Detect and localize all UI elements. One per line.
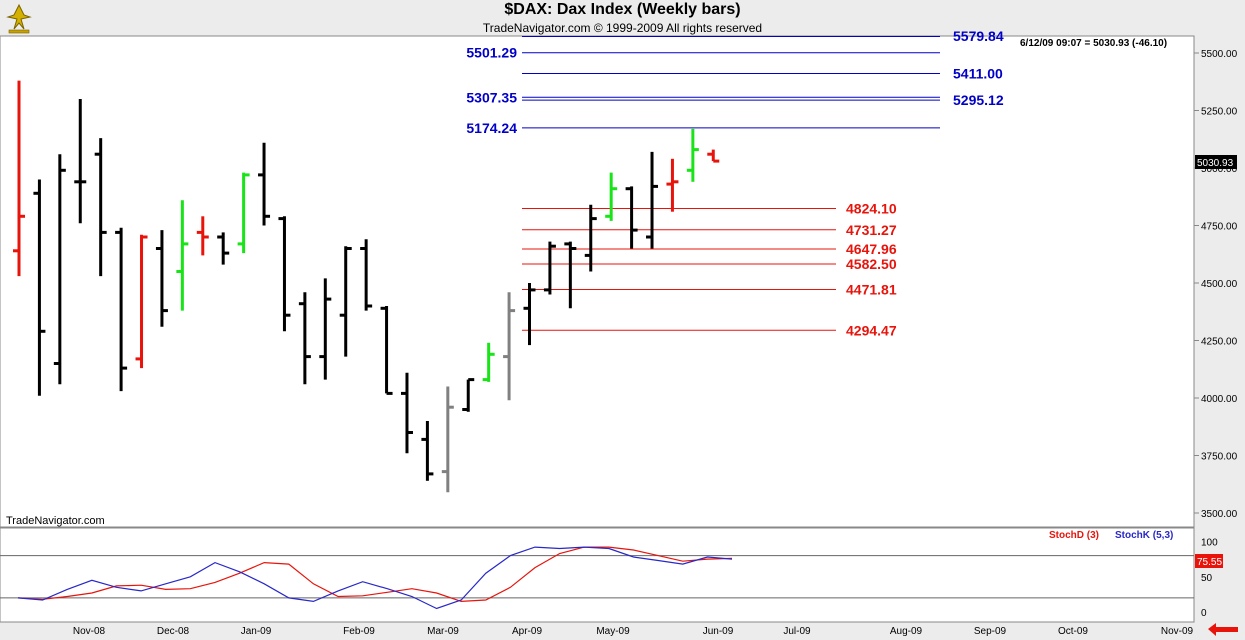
stoch-series-line	[17, 546, 733, 603]
x-tick-label: May-09	[596, 626, 630, 637]
price-panel	[0, 35, 1195, 528]
y-tick-label: 5500.00	[1201, 49, 1238, 60]
resistance-label: 5411.00	[953, 65, 1003, 81]
ohlc-bar	[482, 342, 495, 382]
x-tick-label: Aug-09	[890, 626, 923, 637]
watermark-text: TradeNavigator.com	[6, 515, 105, 527]
price-bars	[13, 80, 720, 493]
ohlc-bar	[258, 142, 271, 226]
ohlc-bar	[319, 278, 332, 380]
ohlc-bar	[360, 239, 373, 311]
copyright-subtitle: TradeNavigator.com © 1999-2009 All right…	[482, 21, 763, 35]
x-tick-label: Feb-09	[343, 626, 375, 637]
resistance-label: 5579.84	[953, 28, 1004, 44]
resistance-label: 5307.35	[466, 89, 517, 105]
x-tick-label: Jun-09	[703, 626, 734, 637]
support-label: 4582.50	[846, 256, 897, 272]
x-tick-label: Oct-09	[1058, 626, 1088, 637]
ohlc-bar	[605, 172, 618, 221]
ohlc-bar	[646, 151, 659, 249]
trade-navigator-logo	[6, 3, 32, 34]
support-label: 4731.27	[846, 222, 897, 238]
stochastic-oscillator: 0 50 100	[0, 538, 1218, 619]
last-price-tag: 5030.93	[1197, 158, 1234, 169]
ohlc-bar	[400, 372, 413, 454]
resistance-label: 5501.29	[466, 45, 517, 61]
scroll-arrow-icon[interactable]	[1205, 622, 1241, 637]
ohlc-bar	[666, 158, 679, 212]
y-tick-label: 3750.00	[1201, 452, 1238, 463]
price-y-axis: 3500.00 3750.00 4000.00 4250.00 4500.00 4750.…	[1194, 49, 1238, 520]
y-tick-label: 5000.00	[1201, 164, 1238, 175]
ohlc-bar	[155, 230, 168, 327]
ohlc-bar	[441, 386, 454, 493]
ohlc-bar	[625, 186, 638, 249]
ohlc-bar	[543, 241, 556, 295]
x-tick-label: Jan-09	[241, 626, 272, 637]
ohlc-bar	[339, 246, 352, 357]
x-tick-label: Sep-09	[974, 626, 1007, 637]
ohlc-bar	[686, 128, 699, 182]
y-tick-label: 4500.00	[1201, 279, 1238, 290]
legend-stochd: StochD (3)	[1049, 530, 1099, 541]
ohlc-bar	[13, 80, 25, 277]
support-label: 4647.96	[846, 241, 897, 257]
x-tick-label: Nov-09	[1161, 626, 1194, 637]
ohlc-bar	[217, 232, 230, 265]
legend-stochk: StochK (5,3)	[1115, 530, 1173, 541]
stoch-y-tick-label: 50	[1201, 573, 1213, 584]
ohlc-bar	[523, 283, 536, 346]
date-x-axis: Nov-08 Dec-08 Jan-09 Feb-09 Mar-09 Apr-09 May-…	[73, 626, 1194, 637]
x-tick-label: Jul-09	[783, 626, 811, 637]
quote-readout: 6/12/09 09:07 = 5030.93 (-46.10)	[1020, 38, 1167, 49]
x-tick-label: Dec-08	[157, 626, 190, 637]
ohlc-bar	[380, 306, 393, 395]
y-tick-label: 5250.00	[1201, 107, 1238, 118]
stoch-y-tick-label: 100	[1201, 538, 1218, 549]
ohlc-bar	[298, 292, 311, 385]
x-tick-label: Nov-08	[73, 626, 106, 637]
resistance-label: 5174.24	[466, 120, 517, 136]
stoch-last-value: 75.55	[1197, 557, 1222, 568]
ohlc-bar	[564, 241, 577, 309]
ohlc-bar	[74, 99, 87, 224]
stoch-y-tick-label: 0	[1201, 608, 1207, 619]
fibonacci-levels: 5579.84 5501.29 5411.00 5307.35 5295.12 5174.…	[466, 28, 1003, 338]
y-tick-label: 3500.00	[1201, 509, 1238, 520]
ohlc-bar	[53, 154, 66, 385]
ohlc-bar	[135, 234, 148, 369]
ohlc-bar	[176, 200, 189, 311]
ohlc-bar	[196, 216, 209, 256]
y-tick-label: 4750.00	[1201, 222, 1238, 233]
ohlc-bar	[421, 421, 434, 481]
ohlc-bar	[278, 216, 291, 332]
last-price-tag-box	[1195, 155, 1237, 169]
support-label: 4471.81	[846, 281, 897, 297]
resistance-label: 5295.12	[953, 92, 1004, 108]
chart-title: $DAX: Dax Index (Weekly bars)	[504, 1, 741, 18]
ohlc-bar	[94, 138, 107, 277]
ohlc-bar	[707, 149, 720, 163]
support-label: 4824.10	[846, 200, 897, 216]
ohlc-bar	[33, 179, 46, 396]
ohlc-bar	[462, 378, 475, 412]
ohlc-bar	[584, 204, 597, 272]
x-tick-label: Mar-09	[427, 626, 459, 637]
y-tick-label: 4000.00	[1201, 394, 1238, 405]
ohlc-bar	[503, 292, 516, 401]
stochastic-panel	[0, 527, 1195, 623]
stoch-series-line	[17, 546, 733, 610]
y-tick-label: 4250.00	[1201, 337, 1238, 348]
x-tick-label: Apr-09	[512, 626, 542, 637]
ohlc-bar	[237, 172, 250, 254]
stoch-last-value-box	[1195, 554, 1223, 568]
support-label: 4294.47	[846, 322, 897, 338]
ohlc-bar	[115, 227, 128, 392]
